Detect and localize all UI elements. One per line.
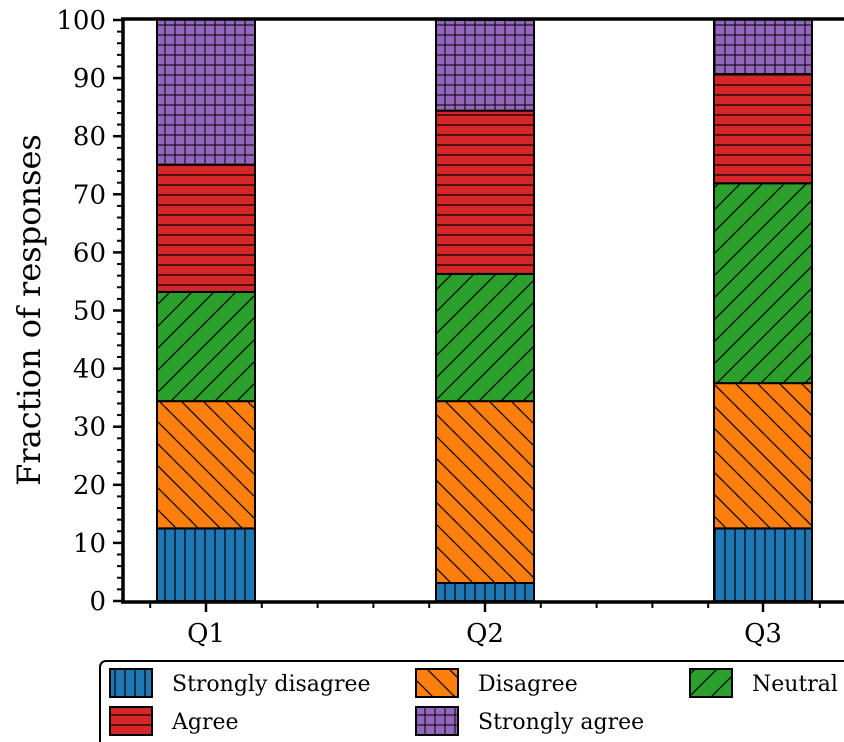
bar-hatch-q1-strongly-agree	[156, 18, 256, 166]
y-tick-label: 60	[73, 238, 106, 268]
bar-hatch-q1-agree	[156, 163, 256, 293]
bar-hatch-q2-disagree	[435, 400, 535, 584]
bar-hatch-q1-neutral	[156, 290, 256, 403]
bar-hatch-q2-neutral	[435, 272, 535, 403]
y-axis-label: Fraction of responses	[10, 134, 48, 486]
y-tick-label: 20	[73, 471, 106, 501]
bar-hatch-q1-strongly-disagree	[156, 527, 256, 602]
legend-swatch-hatch-disagree	[415, 668, 459, 698]
y-tick-label: 30	[73, 413, 106, 443]
legend-label-agree: Agree	[171, 710, 239, 735]
x-tick-label: Q3	[744, 619, 782, 649]
y-tick-label: 70	[73, 180, 106, 210]
x-tick-label: Q2	[466, 619, 504, 649]
legend-swatch-hatch-neutral	[689, 668, 733, 698]
y-tick-label: 0	[89, 587, 106, 617]
legend-label-disagree: Disagree	[478, 672, 578, 697]
bar-hatch-q2-agree	[435, 109, 535, 275]
legend-label-neutral: Neutral	[752, 672, 838, 697]
y-tick-label: 100	[56, 6, 106, 36]
bar-hatch-q3-neutral	[713, 182, 813, 385]
legend-frame	[99, 660, 844, 742]
legend-swatch-hatch-agree	[109, 706, 153, 736]
x-tick-label: Q1	[187, 619, 225, 649]
legend: Strongly disagree Disagree Neutral Agree Str…	[99, 660, 844, 742]
bars-group	[156, 18, 813, 603]
y-tick-label: 80	[73, 122, 106, 152]
legend-swatch-hatch-strongly-disagree	[109, 668, 153, 698]
y-tick-label: 40	[73, 355, 106, 385]
legend-label-strongly-disagree: Strongly disagree	[172, 672, 371, 697]
y-tick-label: 90	[73, 64, 106, 94]
x-ticks-group: Q1 Q2 Q3	[149, 602, 821, 649]
bar-hatch-q3-strongly-agree	[713, 18, 813, 76]
bar-hatch-q2-strongly-agree	[435, 19, 535, 112]
bar-hatch-q3-disagree	[713, 382, 813, 530]
bar-hatch-q2-strongly-disagree	[435, 581, 535, 603]
legend-label-strongly-agree: Strongly agree	[478, 710, 644, 735]
legend-swatch-hatch-strongly-agree	[415, 706, 459, 736]
bar-hatch-q3-agree	[713, 73, 813, 185]
y-tick-label: 10	[73, 529, 106, 559]
bar-hatch-q3-strongly-disagree	[713, 527, 813, 602]
bar-hatch-q1-disagree	[156, 400, 256, 530]
y-ticks-group: 0 10 20 30 40 50 60 70 80 90 100	[56, 6, 123, 617]
y-tick-label: 50	[73, 297, 106, 327]
